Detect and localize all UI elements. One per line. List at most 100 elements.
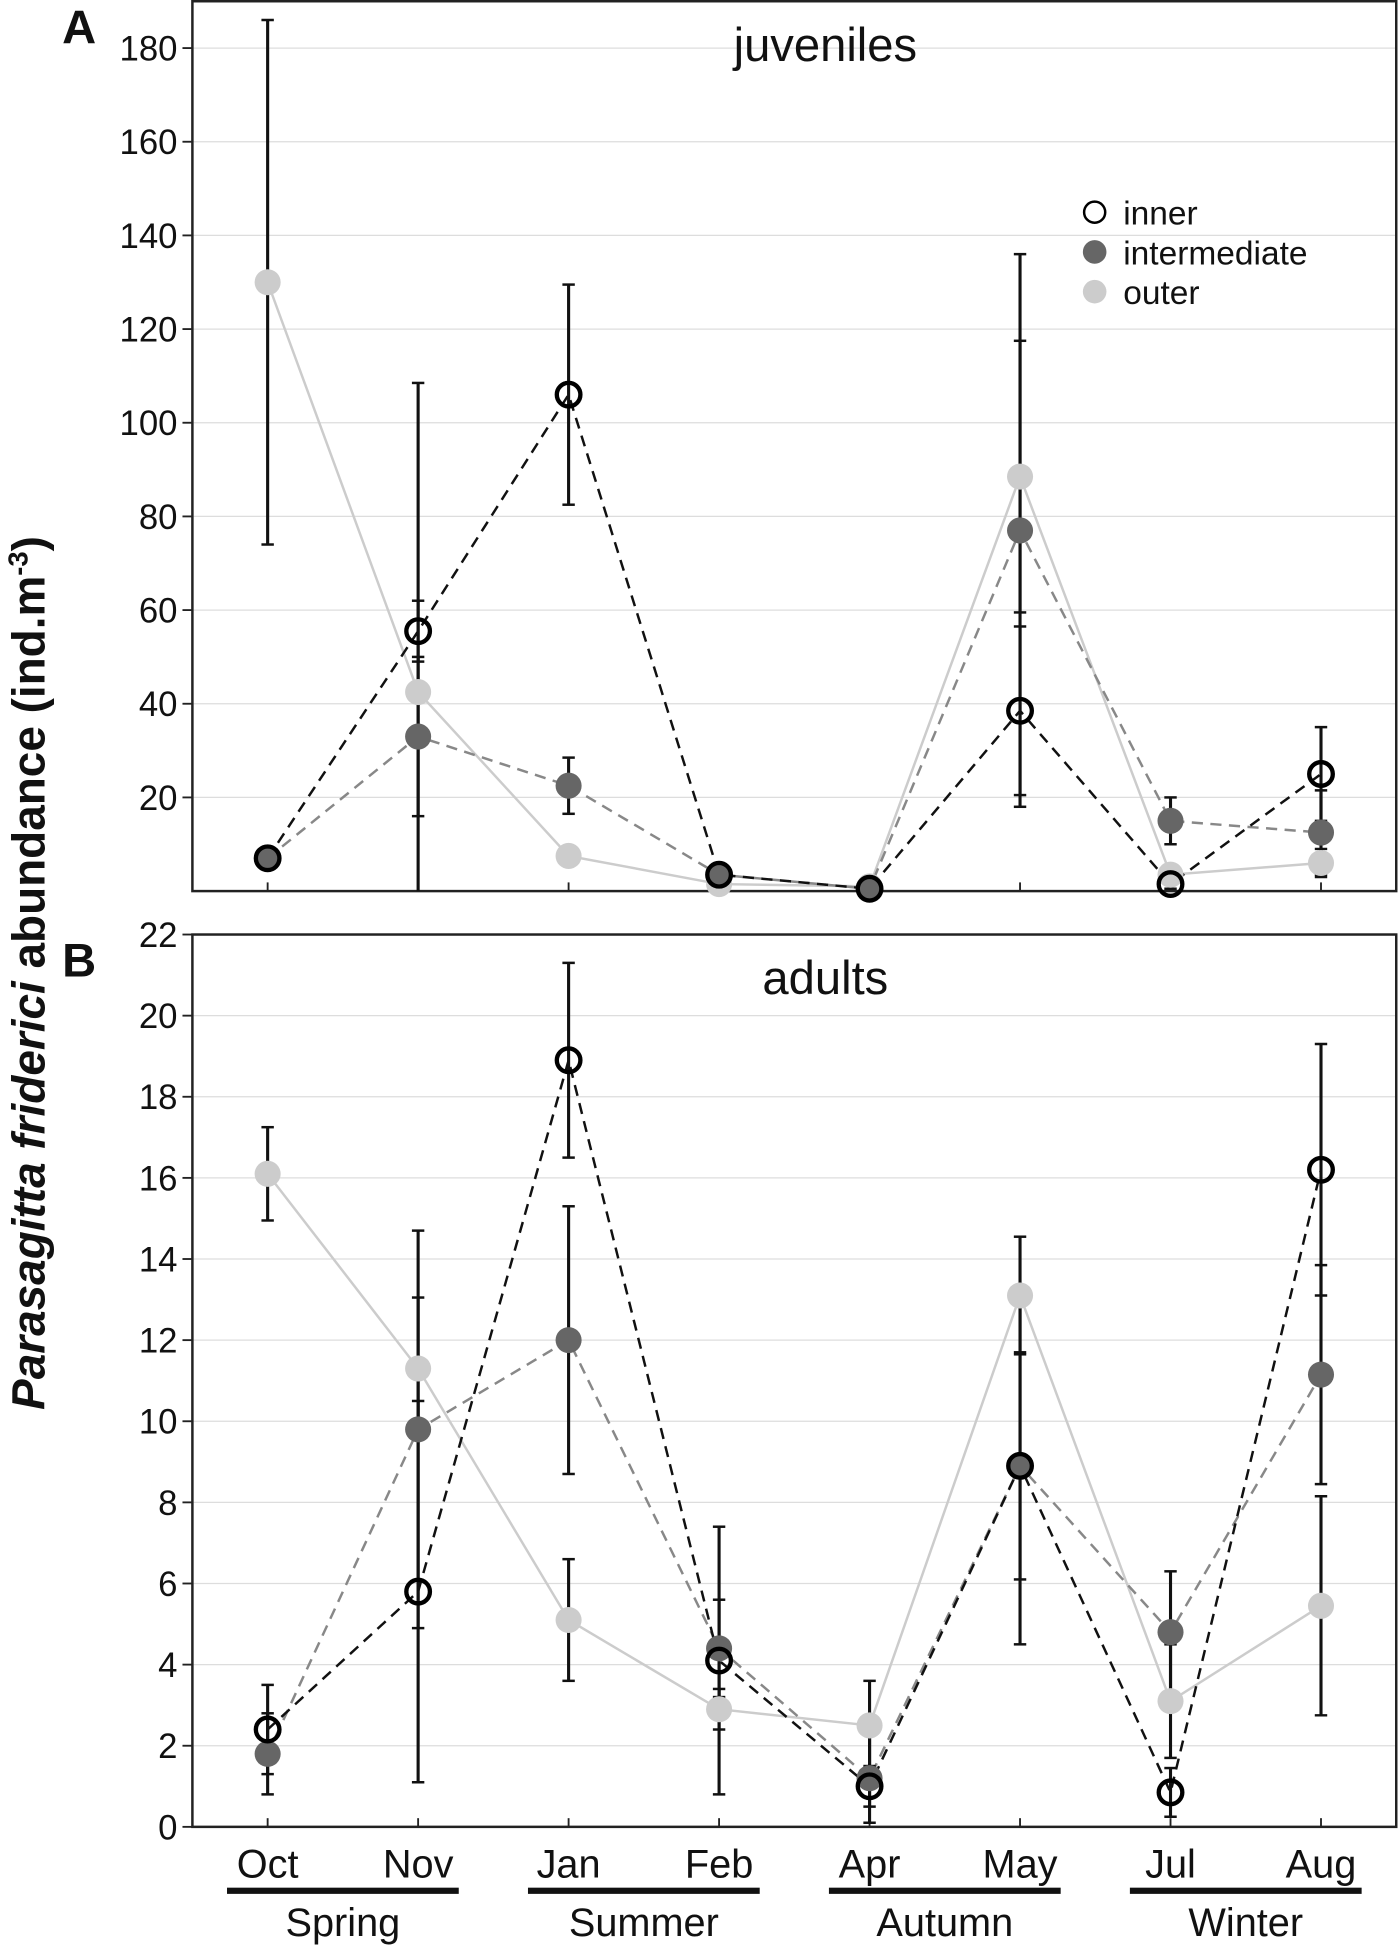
unit-close: ) — [3, 536, 55, 551]
x-tick-label: Jul — [1145, 1843, 1196, 1887]
marker — [555, 1327, 582, 1354]
panel-label: B — [62, 934, 96, 987]
marker — [1006, 696, 1035, 725]
legend-marker — [1082, 240, 1107, 264]
x-tick-label: Jan — [537, 1843, 601, 1887]
marker — [855, 874, 884, 903]
marker — [1307, 819, 1335, 846]
x-tick-label: Apr — [839, 1843, 901, 1887]
marker — [404, 617, 433, 646]
x-tick-label: May — [983, 1843, 1058, 1887]
y-tick-label: 140 — [120, 218, 178, 256]
y-tick-label: 100 — [120, 405, 178, 443]
marker — [856, 1712, 883, 1739]
series-line — [266, 1173, 1322, 1727]
marker — [405, 723, 432, 750]
plot-area — [261, 18, 1328, 892]
y-tick-label: 14 — [139, 1241, 178, 1279]
marker — [1307, 1361, 1335, 1388]
marker — [1007, 517, 1034, 544]
y-tick-label: 4 — [158, 1647, 177, 1685]
y-tick-label: 22 — [139, 917, 178, 955]
marker — [253, 844, 282, 873]
group-bar — [1129, 1887, 1362, 1894]
marker — [1157, 1619, 1184, 1646]
y-tick-label: 10 — [139, 1404, 178, 1442]
legend-marker — [1082, 200, 1107, 225]
series-line — [266, 391, 1322, 891]
marker — [706, 861, 733, 888]
y-tick-label: 18 — [139, 1079, 178, 1117]
marker — [1157, 807, 1184, 834]
marker — [1156, 1778, 1185, 1807]
series-line — [266, 527, 1322, 891]
marker — [856, 1765, 883, 1792]
marker — [254, 1160, 281, 1187]
group-label: Summer — [569, 1901, 719, 1945]
y-tick-label: 120 — [120, 311, 178, 349]
marker — [404, 1577, 433, 1606]
marker — [554, 380, 583, 409]
panel-label: A — [62, 0, 96, 53]
legend-marker — [1082, 279, 1107, 304]
marker — [253, 1715, 282, 1744]
legend-label: outer — [1123, 275, 1199, 312]
marker — [254, 269, 281, 296]
marker — [705, 860, 734, 889]
y-tick-label: 160 — [120, 124, 178, 162]
marker — [555, 842, 582, 869]
marker — [1007, 1452, 1034, 1479]
unit: abundance (ind.m — [3, 576, 55, 982]
y-tick-label: 8 — [158, 1485, 177, 1523]
marker — [254, 1740, 281, 1767]
marker — [1307, 760, 1335, 788]
x-tick-label: Nov — [383, 1843, 454, 1887]
group-bar — [227, 1887, 459, 1894]
marker — [1007, 463, 1034, 490]
group-label: Winter — [1188, 1901, 1303, 1945]
marker — [254, 845, 281, 872]
marker — [405, 679, 432, 706]
marker — [405, 1416, 432, 1443]
panel-title: adults — [762, 951, 888, 1004]
y-tick-label: 20 — [139, 998, 178, 1036]
y-tick-label: 20 — [139, 780, 178, 818]
marker — [855, 1772, 884, 1801]
y-axis-label: Parasagitta friderici abundance (ind.m-3… — [2, 536, 54, 1410]
marker — [1307, 849, 1335, 877]
plot-frame — [191, 933, 1398, 1829]
marker — [554, 1046, 583, 1075]
x-tick-label: Aug — [1286, 1843, 1357, 1887]
plot-frame — [191, 0, 1398, 893]
y-tick-label: 2 — [158, 1728, 177, 1766]
group-label: Autumn — [876, 1901, 1013, 1945]
series-line — [266, 1055, 1323, 1797]
marker — [705, 1646, 734, 1675]
species: Parasagitta friderici — [3, 980, 55, 1410]
group-bar — [828, 1887, 1061, 1894]
y-tick-label: 12 — [139, 1323, 178, 1361]
marker — [856, 875, 883, 902]
legend-label: intermediate — [1123, 235, 1307, 272]
group-label: Spring — [285, 1901, 400, 1945]
series-line — [266, 1338, 1323, 1781]
y-tick-label: 6 — [158, 1566, 177, 1604]
legend-label: inner — [1123, 196, 1198, 233]
marker — [1007, 1282, 1034, 1309]
y-tick-label: 16 — [139, 1160, 178, 1198]
y-tick-label: 40 — [139, 686, 178, 724]
panel-title: juveniles — [732, 18, 918, 71]
marker — [1157, 1688, 1184, 1715]
marker — [1156, 870, 1185, 899]
marker — [706, 1696, 733, 1723]
x-tick-label: Oct — [237, 1843, 299, 1887]
unit-sup: -3 — [2, 551, 33, 575]
marker — [1307, 1592, 1335, 1619]
marker — [1006, 1451, 1035, 1480]
y-tick-label: 60 — [139, 592, 178, 630]
marker — [555, 772, 582, 799]
series-line — [266, 281, 1322, 888]
x-tick-label: Feb — [685, 1843, 753, 1887]
marker — [555, 1606, 582, 1634]
